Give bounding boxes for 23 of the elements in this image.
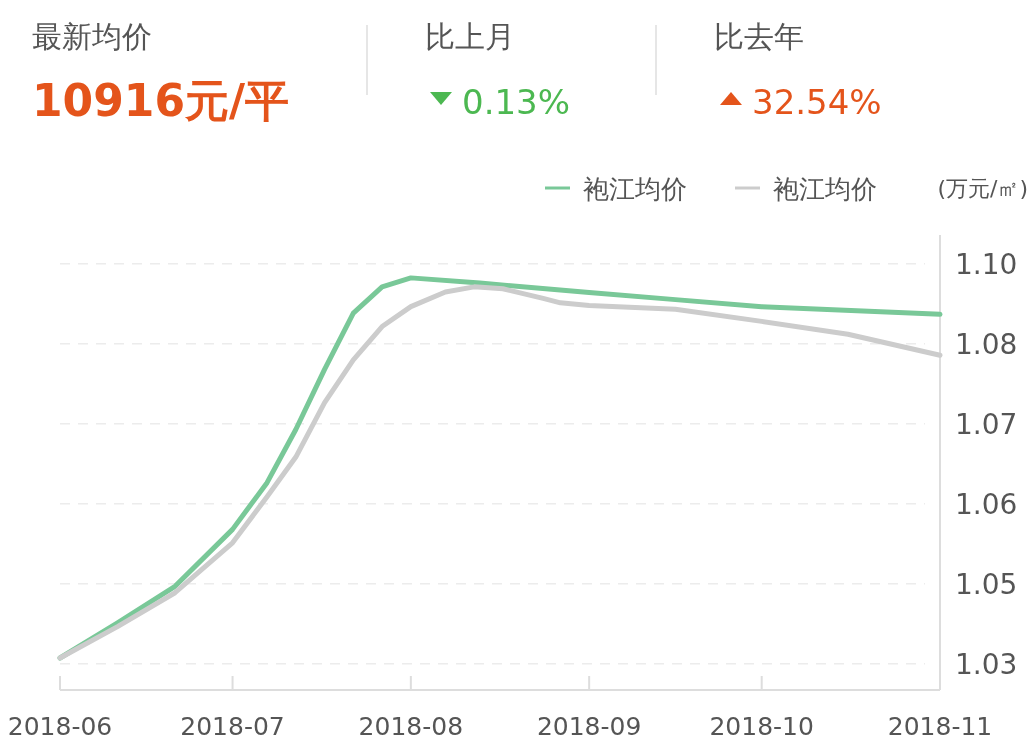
y-tick-label: 1.03 [955, 647, 1018, 681]
legend-item: 袍江均价 [545, 174, 687, 204]
text: 32.54% [752, 82, 882, 122]
y-axis-title: (万元/㎡) [937, 176, 1028, 201]
y-tick-label: 1.10 [955, 247, 1018, 281]
legend-label: 袍江均价 [773, 174, 877, 204]
x-tick-label: 2018-07 [180, 712, 285, 741]
text: 10916元/平 [32, 75, 290, 126]
y-tick-label: 1.05 [955, 567, 1018, 601]
text: 比上月 [425, 19, 515, 54]
text: 0.13% [462, 82, 571, 122]
x-tick-label: 2018-10 [709, 712, 814, 741]
y-tick-label: 1.07 [955, 407, 1018, 441]
x-tick-label: 2018-08 [358, 712, 464, 741]
x-tick-label: 2018-11 [887, 712, 993, 741]
text: 最新均价 [32, 19, 152, 54]
text: 比去年 [714, 19, 804, 54]
y-tick-label: 1.08 [955, 327, 1018, 361]
x-tick-label: 2018-09 [536, 712, 642, 741]
x-tick-label: 2018-06 [7, 712, 113, 741]
y-tick-label: 1.06 [955, 487, 1018, 521]
legend-item: 袍江均价 [735, 174, 877, 204]
legend-label: 袍江均价 [583, 174, 687, 204]
